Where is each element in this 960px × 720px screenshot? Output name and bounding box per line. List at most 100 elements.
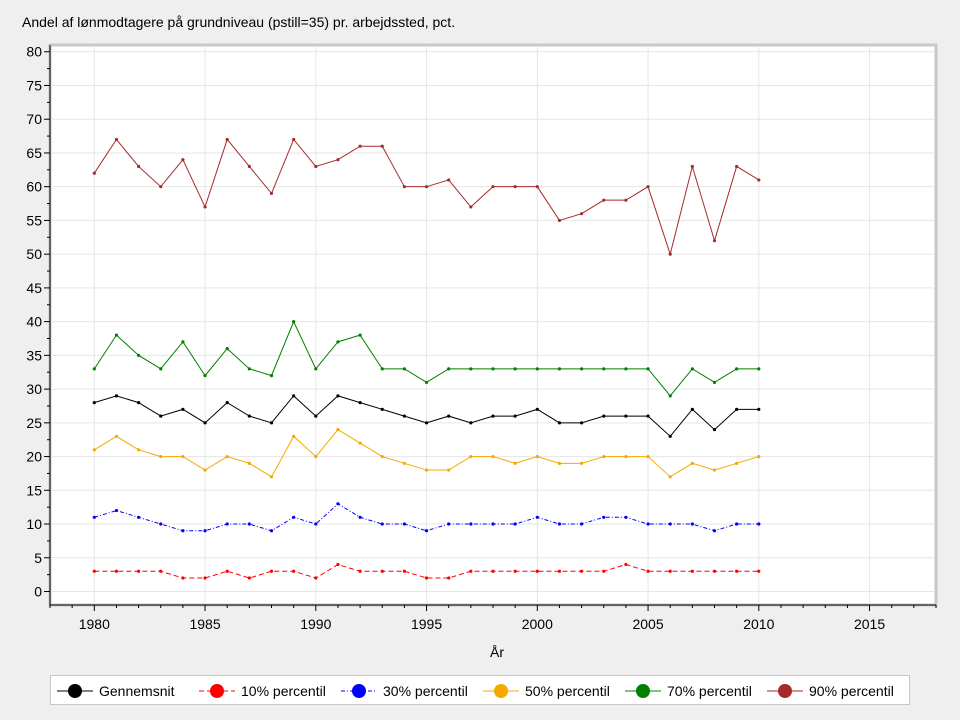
data-point — [92, 367, 96, 371]
y-tick-label: 40 — [26, 314, 42, 330]
data-point — [668, 434, 672, 438]
y-tick-label: 60 — [26, 179, 42, 195]
data-point — [624, 198, 628, 202]
plot-area: 0 5 10 15 20 25 30 35 40 45 50 55 60 65 70 75 80 1980 1985… — [26, 43, 938, 660]
data-point — [646, 522, 650, 526]
data-point — [469, 454, 473, 459]
data-point — [380, 569, 384, 573]
data-point — [535, 185, 539, 189]
data-point — [402, 414, 406, 418]
data-point — [159, 185, 163, 189]
data-point — [336, 340, 340, 344]
data-point — [712, 468, 717, 472]
data-point — [602, 515, 606, 519]
data-point — [137, 353, 141, 357]
data-point — [535, 407, 539, 411]
chart-title: Andel af lønmodtagere på grundniveau (ps… — [22, 14, 456, 30]
y-tick-label: 5 — [34, 550, 42, 566]
data-point — [92, 448, 96, 452]
data-point — [380, 454, 384, 459]
data-point — [181, 158, 185, 162]
data-point — [757, 407, 761, 411]
data-point — [580, 212, 584, 216]
data-point — [557, 522, 562, 526]
data-point — [535, 367, 539, 371]
data-point — [269, 374, 274, 378]
data-point — [269, 475, 274, 479]
data-point — [557, 421, 562, 425]
data-point — [624, 367, 628, 371]
data-point — [469, 522, 473, 526]
series-lines — [92, 137, 761, 580]
grid-lines — [51, 47, 934, 604]
data-point — [535, 454, 539, 459]
data-point — [203, 468, 207, 472]
data-point — [513, 414, 517, 418]
data-point — [447, 576, 451, 580]
data-point — [447, 468, 451, 472]
data-point — [646, 569, 650, 573]
legend-item: 70% percentil — [625, 683, 752, 699]
data-point — [424, 421, 429, 425]
data-point — [269, 569, 274, 573]
data-point — [336, 158, 340, 162]
data-point — [535, 515, 539, 519]
y-tick-label: 10 — [26, 516, 42, 532]
data-point — [159, 454, 163, 459]
data-point — [602, 198, 606, 202]
data-point — [114, 434, 119, 438]
data-point — [580, 569, 584, 573]
series-70-percentil — [92, 320, 761, 398]
data-point — [447, 367, 451, 371]
data-point — [402, 461, 406, 465]
data-point — [735, 461, 739, 465]
data-point — [181, 529, 185, 533]
data-point — [314, 454, 318, 459]
data-point — [247, 414, 251, 418]
data-point — [735, 367, 739, 371]
data-point — [336, 427, 340, 432]
y-tick-label: 45 — [26, 280, 42, 296]
data-point — [424, 529, 429, 533]
data-point — [225, 400, 229, 405]
data-point — [602, 367, 606, 371]
data-point — [203, 576, 207, 580]
x-tick-label: 2005 — [632, 616, 663, 632]
data-point — [225, 522, 229, 526]
data-point — [225, 347, 229, 351]
data-point — [336, 502, 340, 506]
legend-label: 70% percentil — [667, 683, 752, 699]
data-point — [247, 367, 251, 371]
y-tick-label: 55 — [26, 212, 42, 228]
data-point — [424, 185, 429, 189]
x-tick-label: 1990 — [300, 616, 331, 632]
legend-swatch-marker — [68, 684, 82, 698]
data-point — [735, 164, 739, 169]
data-point — [757, 569, 761, 573]
y-tick-label: 0 — [34, 584, 42, 600]
data-point — [203, 374, 207, 378]
data-point — [292, 394, 296, 398]
data-point — [225, 569, 229, 573]
legend-swatch-marker — [636, 684, 650, 698]
data-point — [92, 400, 96, 405]
data-point — [292, 515, 296, 519]
data-point — [358, 441, 362, 445]
data-point — [557, 569, 562, 573]
data-point — [424, 380, 429, 384]
data-point — [203, 529, 207, 533]
legend: Gennemsnit 10% percentil 30% percentil 50% … — [50, 675, 910, 705]
data-point — [757, 178, 761, 182]
data-point — [757, 454, 761, 459]
legend-label: 10% percentil — [241, 683, 326, 699]
data-point — [712, 427, 717, 432]
data-point — [181, 407, 185, 411]
data-point — [358, 569, 362, 573]
data-point — [557, 218, 562, 223]
data-point — [690, 164, 694, 169]
legend-swatch-marker — [494, 684, 508, 698]
data-point — [624, 515, 628, 519]
data-point — [114, 508, 119, 513]
data-point — [114, 569, 119, 573]
